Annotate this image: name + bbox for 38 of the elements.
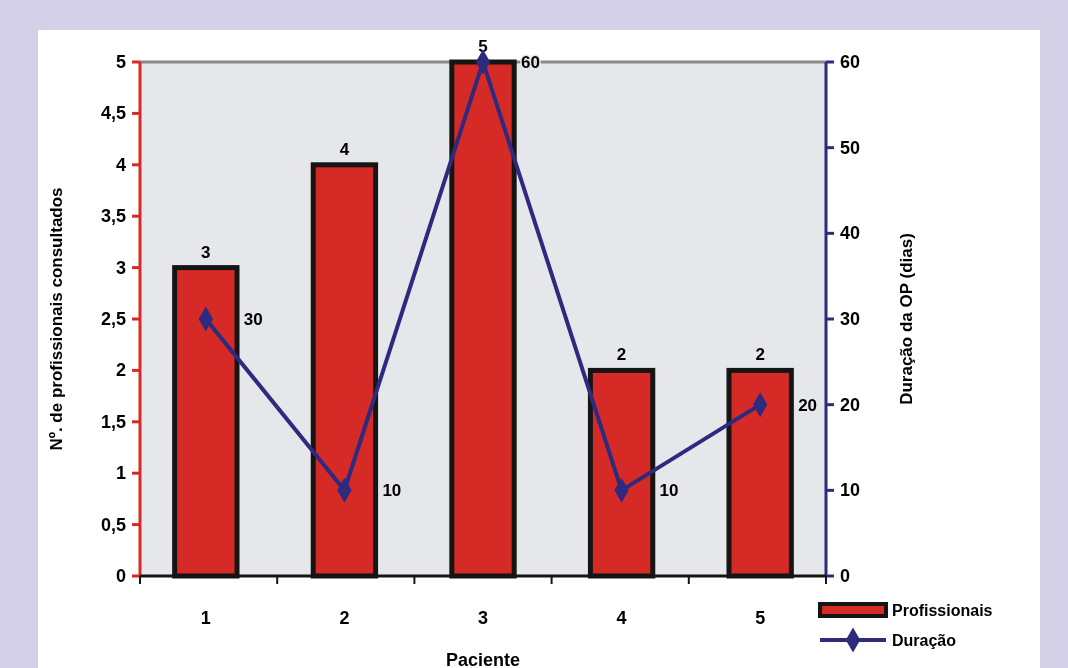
y2-tick-label: 0 xyxy=(840,566,851,586)
x-axis-title: Paciente xyxy=(445,650,521,668)
data-label: 20 xyxy=(798,395,818,415)
y2-tick-label: 60 xyxy=(840,52,861,72)
data-label: 2 xyxy=(616,345,627,365)
y2-tick-label: 30 xyxy=(840,309,861,329)
x-tick-label: 1 xyxy=(200,608,211,628)
y2-tick-label: 40 xyxy=(840,223,861,244)
y-tick-label: 1,5 xyxy=(100,411,126,432)
y2-axis-title: Duração da OP (dias) xyxy=(897,233,916,405)
y-tick-label: 2 xyxy=(115,360,126,381)
data-label: 3 xyxy=(201,242,211,262)
y-tick-label: 0 xyxy=(115,566,126,586)
y-tick-label: 3,5 xyxy=(100,206,126,227)
data-label: 30 xyxy=(243,310,263,329)
y-tick-label: 1 xyxy=(115,463,126,484)
y2-tick-label: 20 xyxy=(840,394,861,415)
y-tick-label: 3 xyxy=(115,257,126,278)
y-tick-label: 2,5 xyxy=(100,309,126,329)
data-label: 60 xyxy=(521,53,540,72)
x-tick-label: 4 xyxy=(616,608,627,628)
y-tick-label: 4,5 xyxy=(100,103,126,124)
y-tick-label: 5 xyxy=(115,52,126,72)
data-label: 10 xyxy=(382,481,402,501)
y-tick-label: 4 xyxy=(115,154,126,175)
legend-label: Profissionais xyxy=(892,602,993,619)
y2-tick-label: 50 xyxy=(840,137,861,158)
x-tick-label: 3 xyxy=(477,608,489,628)
legend-label: Duração xyxy=(892,632,957,649)
data-label: 2 xyxy=(755,345,765,365)
data-label: 10 xyxy=(659,481,679,501)
y2-tick-label: 10 xyxy=(840,480,861,501)
y-tick-label: 0,5 xyxy=(100,514,126,535)
x-tick-label: 2 xyxy=(339,608,350,628)
x-tick-label: 5 xyxy=(755,608,766,628)
data-label: 4 xyxy=(339,139,350,159)
data-label: 5 xyxy=(478,37,488,56)
y-axis-title: Nº. de profissionais consultados xyxy=(47,187,66,451)
